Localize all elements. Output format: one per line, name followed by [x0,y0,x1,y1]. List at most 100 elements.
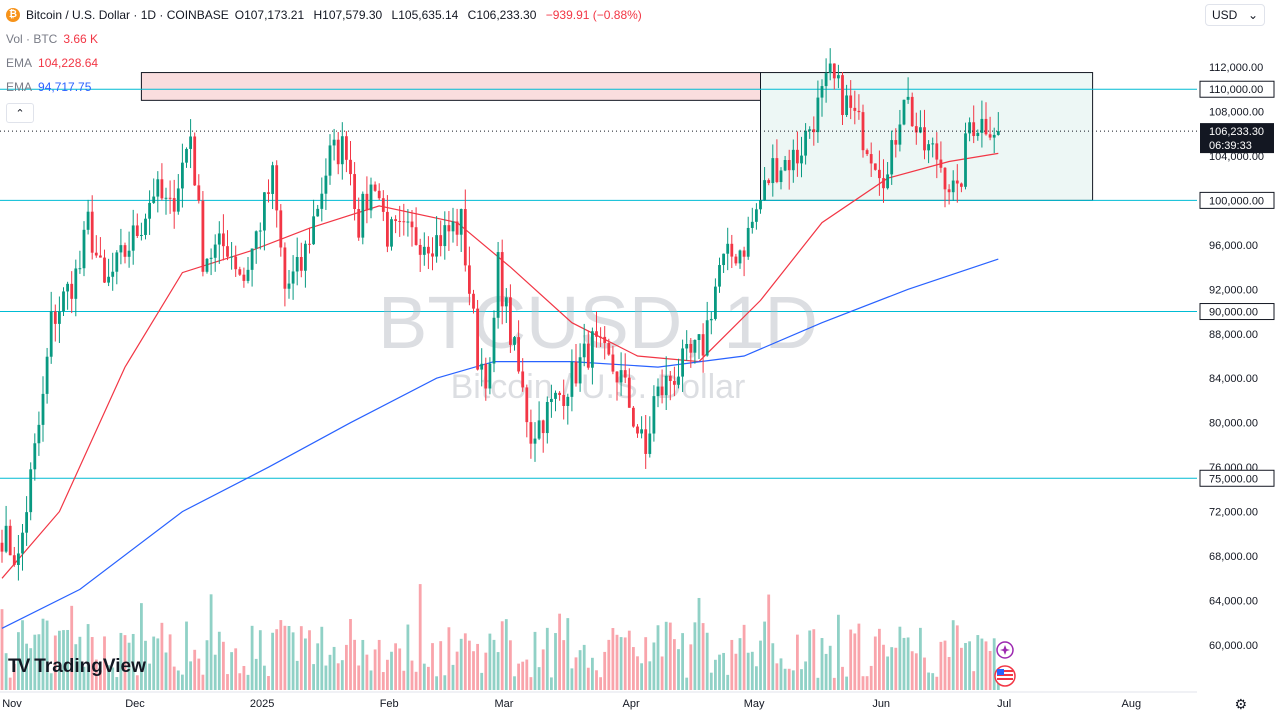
volume-bar [779,658,783,690]
collapse-legend-button[interactable]: ⌃ [6,103,34,123]
candle-body [517,337,520,372]
level-label: 100,000.00 [1209,195,1264,207]
volume-bar [127,642,131,690]
volume-bar [545,627,549,690]
time-axis[interactable]: Nov Dec 2025 Feb Mar Apr May Jun Jul Aug [0,691,1197,710]
ema-short-line [1,152,999,579]
volume-bar [976,635,980,690]
candle-body [636,426,639,434]
candle-body [267,192,270,194]
volume-bar [644,637,648,690]
indicator-label: Vol · BTC [6,32,58,46]
candle-body [763,180,766,201]
candle-body [632,407,635,427]
candle-body [246,269,250,281]
candle-body [837,75,840,79]
price-tick-label: 88,000.00 [1209,329,1258,341]
volume-bar [328,654,332,690]
volume-bar [521,661,525,690]
candle-body [500,252,504,307]
volume-bar [283,625,287,690]
volume-bar [267,676,270,690]
candle-body [332,139,336,146]
currency-selector[interactable]: USD ⌄ [1205,4,1265,26]
volume-bar [135,675,139,690]
price-tick-label: 64,000.00 [1209,596,1258,608]
volume-bar [681,633,684,690]
candle-body [521,371,525,388]
volume-bar [447,627,451,690]
volume-bar [140,603,143,690]
volume-bar [951,620,955,690]
level-label: 110,000.00 [1209,84,1263,96]
volume-bar [176,670,180,690]
us-flag-icon[interactable] [994,665,1016,687]
level-label-box [1199,191,1275,209]
events-flags[interactable] [988,640,1022,690]
candle-body [947,189,951,193]
symbol-legend[interactable]: ₿ Bitcoin / U.S. Dollar · 1D · COINBASE … [6,8,642,22]
volume-bar [357,665,361,690]
volume-bar [820,638,824,690]
price-tick-label: 72,000.00 [1209,507,1258,519]
volume-bar [627,630,631,690]
resistance-zone[interactable] [140,72,761,101]
candle-body [603,336,607,344]
volume-bar [800,669,803,690]
candle-body [119,245,123,253]
time-tick-label: Nov [2,698,22,710]
volume-bar [771,643,775,690]
range-zone[interactable] [760,72,1094,201]
candle-body [673,380,676,385]
volume-bar [722,652,725,690]
price-tick-label: 112,000.00 [1209,62,1263,74]
candle-body [755,209,758,222]
sparkle-icon[interactable] [996,641,1014,659]
time-tick-label: 2025 [250,698,274,710]
ema-long-legend[interactable]: EMA 94,717.75 [6,80,91,94]
candle-body [422,246,426,255]
drawn-zones[interactable] [140,72,1094,201]
price-axis[interactable]: 112,000.00 108,000.00 104,000.00 96,000.00 9… [1197,0,1279,716]
candle-body [82,229,86,269]
volume-indicator-legend[interactable]: Vol · BTC 3.66 K [6,32,98,46]
candle-body [345,136,348,160]
candle-body [496,252,500,318]
volume-bar [476,643,479,690]
candle-body [193,136,197,186]
volume-bar [914,653,918,690]
volume-bar [964,643,967,690]
ema-short-legend[interactable]: EMA 104,228.64 [6,56,98,70]
candle-body [185,148,188,163]
candle-body [943,167,947,190]
price-tick-label: 96,000.00 [1209,240,1258,252]
volume-bar [591,657,594,690]
volume-bar [4,653,8,690]
candle-body [996,131,1000,135]
candle-body [554,392,557,399]
tradingview-logo[interactable]: TV TradingView [8,656,146,678]
candle-body [685,343,689,349]
gear-icon[interactable]: ⚙ [1234,696,1247,712]
events-icons [994,641,1016,687]
candle-body [299,256,303,271]
candle-body [324,175,328,194]
close-value: 106,233.30 [476,8,537,22]
candle-body [492,317,496,364]
bitcoin-icon: ₿ [6,8,20,22]
candle-body [619,370,623,383]
candle-body [509,297,512,345]
candle-body [791,149,795,171]
candle-body [94,252,98,256]
candle-body [160,179,164,199]
volume-bar [353,639,356,690]
time-tick-label: Aug [1122,698,1142,710]
candle-body [939,159,943,168]
candle-body [386,211,389,247]
symbol-title[interactable]: Bitcoin / U.S. Dollar · 1D · COINBASE [26,8,229,22]
volume-bar [919,627,922,690]
volume-bar [763,621,766,690]
candle-body [714,286,717,319]
candle-body [664,375,668,396]
